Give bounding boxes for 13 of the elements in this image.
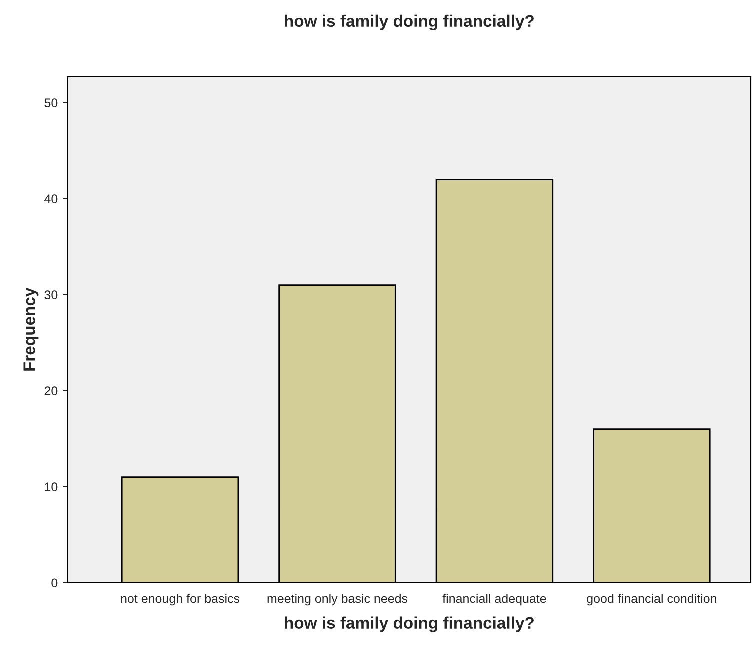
x-axis-title: how is family doing financially? bbox=[285, 616, 534, 632]
y-tick-label: 20 bbox=[44, 386, 58, 396]
y-tick-label: 30 bbox=[44, 290, 58, 300]
x-tick-label: not enough for basics bbox=[121, 594, 240, 606]
y-tick-label: 40 bbox=[44, 194, 58, 204]
y-tick-label: 10 bbox=[45, 482, 58, 492]
x-tick-label: good financial condition bbox=[587, 594, 716, 606]
x-tick-label: financiall adequate bbox=[442, 594, 546, 606]
y-tick-label: 50 bbox=[44, 98, 58, 108]
y-axis-title: Frequency bbox=[24, 288, 39, 371]
x-tick-label: meeting only basic needs bbox=[268, 594, 408, 606]
chart-title: how is family doing financially? bbox=[285, 14, 534, 30]
y-tick-label: 0 bbox=[52, 578, 58, 588]
